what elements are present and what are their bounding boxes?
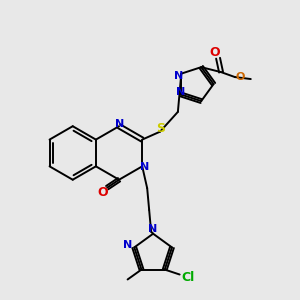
Text: S: S bbox=[157, 122, 166, 135]
Text: N: N bbox=[116, 119, 125, 129]
Text: N: N bbox=[140, 162, 149, 172]
Text: N: N bbox=[176, 87, 185, 97]
Text: N: N bbox=[174, 70, 183, 81]
Text: O: O bbox=[235, 72, 244, 82]
Text: Cl: Cl bbox=[181, 271, 194, 284]
Text: O: O bbox=[97, 186, 107, 199]
Text: N: N bbox=[123, 240, 132, 250]
Text: O: O bbox=[210, 46, 220, 59]
Text: N: N bbox=[148, 224, 158, 234]
